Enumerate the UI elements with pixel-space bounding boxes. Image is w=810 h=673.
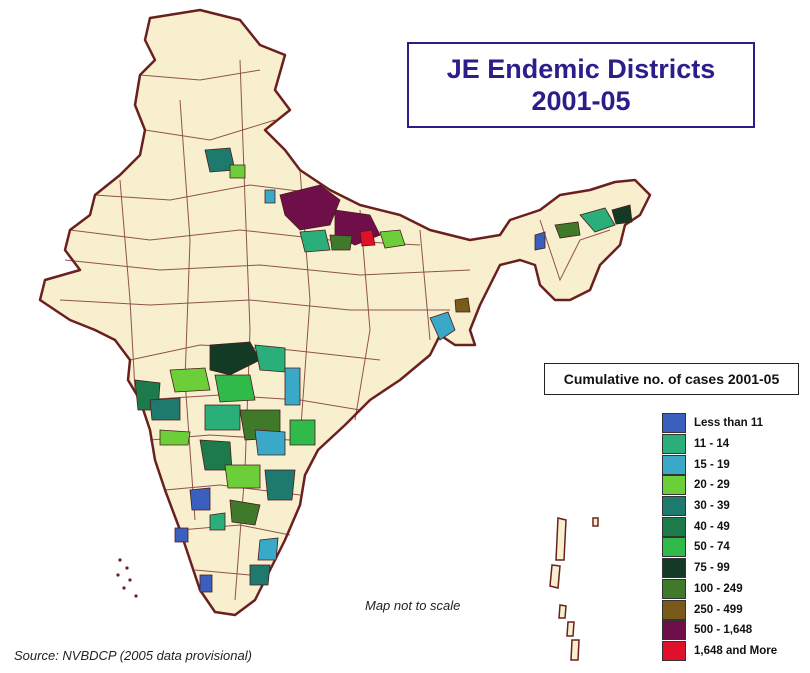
legend-label: 50 - 74: [694, 541, 730, 554]
legend-label: 1,648 and More: [694, 644, 778, 657]
legend-swatch: [662, 640, 686, 661]
legend: Less than 11 11 - 14 15 - 19 20 - 29 30 - 39…: [662, 413, 777, 661]
legend-item: 15 - 19: [662, 454, 777, 475]
legend-swatch: [662, 558, 686, 579]
legend-label: 500 - 1,648: [694, 624, 753, 637]
legend-swatch: [662, 454, 686, 475]
legend-item: 75 - 99: [662, 558, 777, 579]
legend-title: Cumulative no. of cases 2001-05: [544, 363, 799, 395]
legend-item: 50 - 74: [662, 537, 777, 558]
map-title: JE Endemic Districts 2001-05: [407, 42, 755, 128]
legend-item: 11 - 14: [662, 434, 777, 455]
legend-label: 40 - 49: [694, 520, 730, 533]
legend-item: 500 - 1,648: [662, 620, 777, 641]
legend-item: 100 - 249: [662, 578, 777, 600]
andaman-islands: [549, 517, 599, 661]
legend-label: 11 - 14: [694, 438, 730, 451]
lakshadweep-islands: [116, 558, 138, 598]
legend-item: 30 - 39: [662, 496, 777, 517]
legend-label: 100 - 249: [694, 582, 743, 595]
legend-label: 250 - 499: [694, 603, 743, 616]
legend-swatch: [662, 496, 686, 517]
legend-label: 15 - 19: [694, 458, 730, 471]
legend-swatch: [662, 434, 686, 455]
legend-item: 20 - 29: [662, 475, 777, 496]
legend-label: 30 - 39: [694, 500, 730, 513]
legend-swatch: [662, 537, 686, 558]
legend-item: 250 - 499: [662, 599, 777, 620]
title-line-2: 2001-05: [531, 86, 631, 116]
source-note: Source: NVBDCP (2005 data provisional): [14, 648, 252, 663]
legend-label: 20 - 29: [694, 479, 730, 492]
legend-label: 75 - 99: [694, 562, 730, 575]
legend-label: Less than 11: [694, 417, 764, 430]
legend-swatch: [662, 413, 686, 434]
title-line-1: JE Endemic Districts: [446, 54, 716, 84]
legend-item: Less than 11: [662, 413, 777, 434]
legend-swatch: [662, 516, 686, 537]
legend-swatch: [662, 475, 686, 496]
legend-item: 40 - 49: [662, 516, 777, 537]
endemic-districts: [134, 147, 633, 593]
legend-swatch: [662, 599, 686, 620]
legend-item: 1,648 and More: [662, 640, 778, 662]
legend-swatch: [662, 578, 686, 599]
legend-swatch: [662, 620, 686, 641]
scale-note: Map not to scale: [365, 598, 461, 613]
